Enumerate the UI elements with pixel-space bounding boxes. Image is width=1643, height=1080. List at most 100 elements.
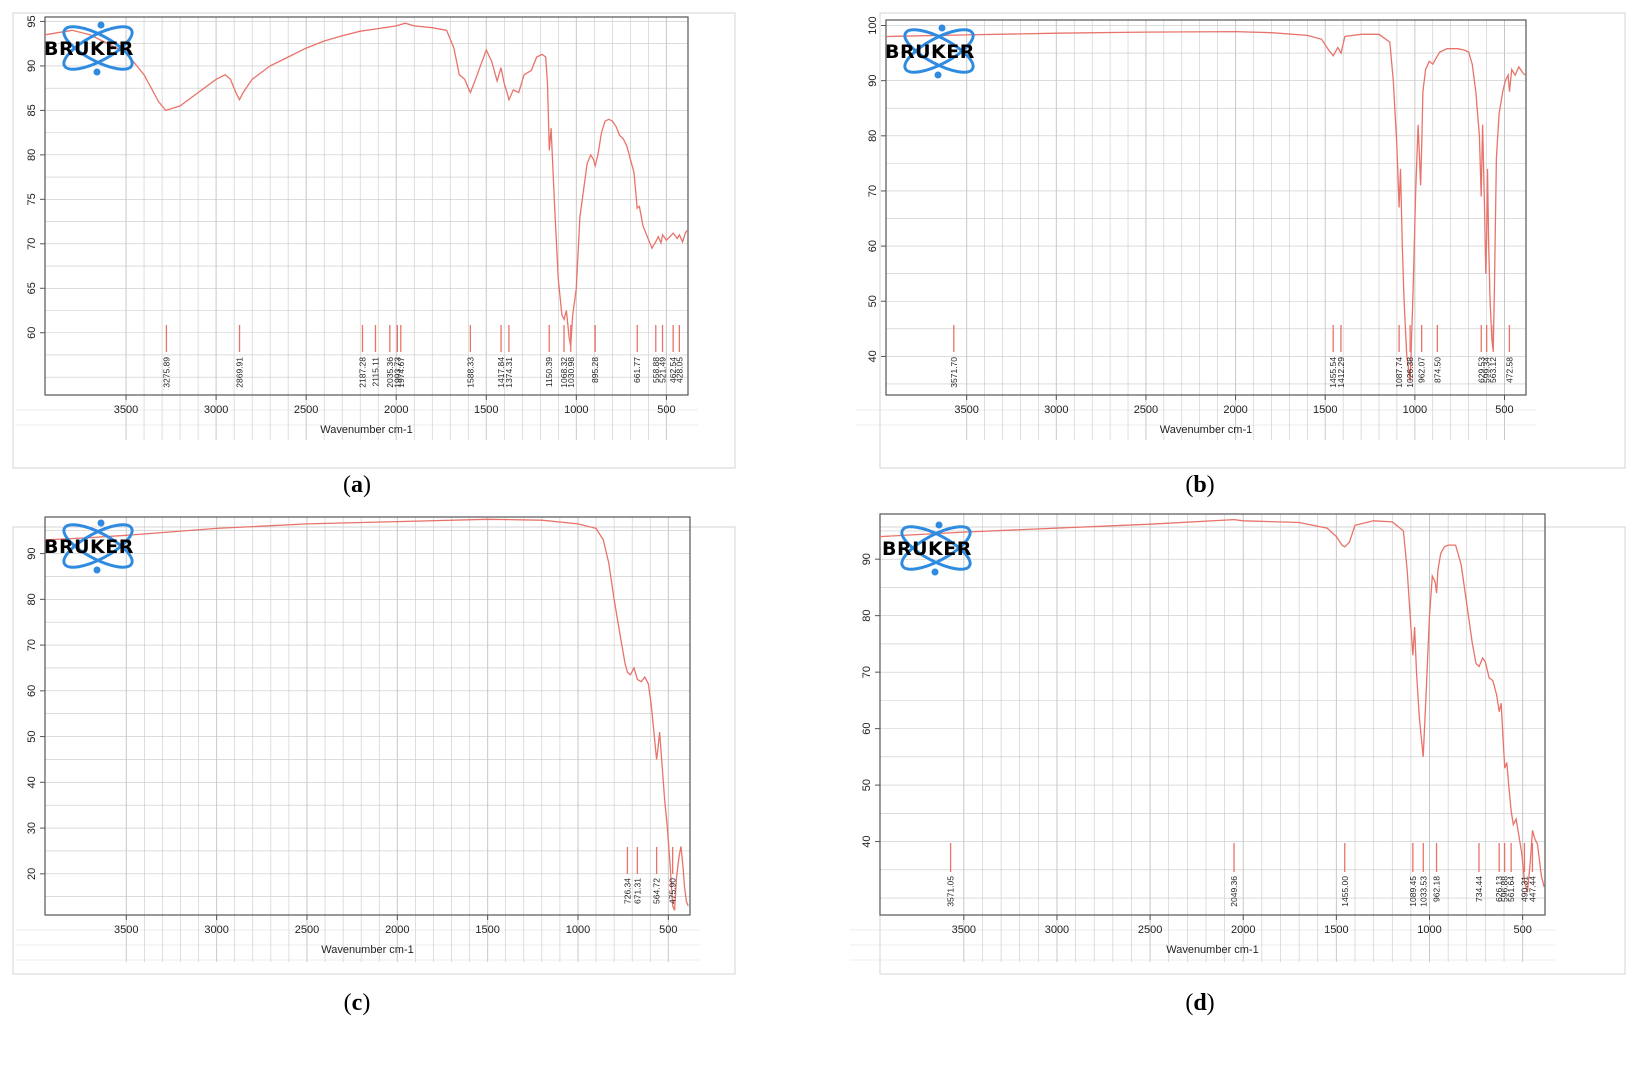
x-tick-label: 3500 bbox=[114, 404, 138, 416]
logo-orbit bbox=[62, 25, 134, 71]
y-tick-label: 85 bbox=[26, 104, 38, 116]
peak-label: 734.44 bbox=[1474, 876, 1484, 902]
y-tick-label: 40 bbox=[26, 776, 38, 788]
y-tick-label: 50 bbox=[26, 730, 38, 742]
y-tick-label: 70 bbox=[26, 238, 38, 250]
x-tick-label: 3500 bbox=[952, 924, 976, 936]
peak-label: 1974.67 bbox=[396, 357, 406, 388]
y-axis: 20 30 40 50 60 70 80 90 bbox=[26, 547, 45, 880]
peak-label: 1089.45 bbox=[1408, 876, 1418, 907]
peak-label: 726.34 bbox=[622, 878, 632, 904]
x-tick-label: 500 bbox=[1513, 924, 1531, 936]
y-tick-label: 50 bbox=[867, 295, 879, 307]
x-tick-label: 2000 bbox=[1223, 404, 1247, 416]
grid bbox=[856, 20, 1536, 440]
peak-label: 2049.36 bbox=[1229, 876, 1239, 907]
logo-orbit bbox=[903, 28, 975, 74]
panel-caption: (c) bbox=[344, 990, 371, 1016]
bruker-logo: BRUKER bbox=[44, 21, 134, 76]
grid bbox=[15, 517, 700, 962]
plot-frame bbox=[44, 516, 691, 916]
x-tick-label: 3500 bbox=[114, 924, 138, 936]
peak-label: 472.58 bbox=[1504, 357, 1514, 383]
peak-label: 1455.00 bbox=[1340, 876, 1350, 907]
y-tick-label: 30 bbox=[26, 822, 38, 834]
y-tick-label: 40 bbox=[861, 835, 873, 847]
peak-label: 2035.36 bbox=[385, 357, 395, 388]
y-axis: 60 65 70 75 80 85 90 95 bbox=[26, 15, 45, 339]
x-tick-label: 3000 bbox=[204, 924, 228, 936]
peak-label: 428.05 bbox=[674, 357, 684, 383]
x-tick-label: 3000 bbox=[1044, 404, 1068, 416]
peak-label: 1087.74 bbox=[1394, 357, 1404, 388]
x-tick-label: 2500 bbox=[1138, 924, 1162, 936]
peak-label: 490.31 bbox=[1519, 876, 1529, 902]
peak-label: 596.88 bbox=[1500, 876, 1510, 902]
outer-frame bbox=[12, 12, 736, 469]
x-axis-label: Wavenumber cm-1 bbox=[1166, 944, 1259, 956]
x-tick-label: 1000 bbox=[564, 404, 588, 416]
logo-orbit bbox=[903, 28, 975, 74]
x-tick-label: 1500 bbox=[475, 924, 499, 936]
y-tick-label: 100 bbox=[867, 16, 879, 34]
peak-label: 2869.91 bbox=[235, 357, 245, 388]
x-axis: 3500 3000 2500 2000 1500 1000 500 bbox=[952, 915, 1532, 936]
peak-label: 1455.54 bbox=[1328, 357, 1338, 388]
y-tick-label: 80 bbox=[867, 130, 879, 142]
peak-label: 895.28 bbox=[590, 357, 600, 383]
y-tick-label: 70 bbox=[26, 639, 38, 651]
x-tick-label: 500 bbox=[1495, 404, 1513, 416]
peak-label: 962.07 bbox=[1417, 357, 1427, 383]
spectrum-line bbox=[44, 518, 689, 911]
y-tick-label: 70 bbox=[861, 666, 873, 678]
x-tick-label: 1000 bbox=[1403, 404, 1427, 416]
peak-markers: 3571.05 2049.36 1455.00 1089.45 1033.53 962.1… bbox=[946, 843, 1537, 907]
y-tick-label: 60 bbox=[867, 240, 879, 252]
peak-label: 1588.33 bbox=[465, 357, 475, 388]
peak-markers: 3275.89 2869.91 2187.28 2115.11 2035.361993.… bbox=[161, 325, 684, 388]
x-axis-label: Wavenumber cm-1 bbox=[321, 944, 414, 956]
y-tick-label: 90 bbox=[26, 547, 38, 559]
peak-label: 629.53 bbox=[1476, 357, 1486, 383]
x-tick-label: 500 bbox=[659, 924, 677, 936]
x-tick-label: 2000 bbox=[385, 924, 409, 936]
x-tick-label: 1000 bbox=[566, 924, 590, 936]
logo-orbit bbox=[900, 525, 972, 571]
outer-frame bbox=[12, 526, 736, 975]
peak-label: 521.49 bbox=[658, 357, 668, 383]
y-tick-label: 20 bbox=[26, 868, 38, 880]
panel-caption: (a) bbox=[343, 472, 371, 498]
peak-label: 2115.11 bbox=[370, 357, 380, 387]
panel-c: 20 30 40 50 60 70 80 90 3500 3000 2500 2000 1500 100… bbox=[12, 516, 736, 1016]
x-tick-label: 1500 bbox=[1313, 404, 1337, 416]
y-tick-label: 90 bbox=[867, 75, 879, 87]
logo-text: BRUKER bbox=[885, 41, 975, 63]
logo-text: BRUKER bbox=[44, 536, 134, 558]
y-tick-label: 80 bbox=[26, 593, 38, 605]
x-tick-label: 1500 bbox=[474, 404, 498, 416]
peak-label: 2187.28 bbox=[357, 357, 367, 388]
plot-frame bbox=[879, 513, 1546, 916]
peak-label: 874.50 bbox=[1432, 357, 1442, 383]
x-tick-label: 2000 bbox=[384, 404, 408, 416]
peak-label: 1150.39 bbox=[544, 357, 554, 387]
logo-dot bbox=[935, 521, 943, 529]
peak-label: 1068.32 bbox=[559, 357, 569, 388]
bruker-logo: BRUKER bbox=[44, 519, 134, 574]
spectrum-line bbox=[885, 30, 1526, 382]
grid bbox=[15, 17, 698, 440]
logo-text: BRUKER bbox=[882, 538, 972, 560]
y-tick-label: 70 bbox=[867, 185, 879, 197]
x-tick-label: 3000 bbox=[1045, 924, 1069, 936]
logo-dot bbox=[93, 566, 101, 574]
panel-b: 40 50 60 70 80 90 100 3500 3000 2500 2000 1500 1000… bbox=[856, 12, 1626, 498]
peak-label: 563.12 bbox=[1488, 357, 1498, 383]
logo-dot bbox=[931, 568, 939, 576]
bruker-logo: BRUKER bbox=[885, 24, 975, 79]
logo-dot bbox=[938, 24, 946, 32]
panel-caption: (d) bbox=[1185, 990, 1214, 1016]
peak-label: 558.88 bbox=[651, 357, 661, 383]
y-tick-label: 60 bbox=[26, 685, 38, 697]
peak-label: 1033.53 bbox=[1418, 876, 1428, 907]
